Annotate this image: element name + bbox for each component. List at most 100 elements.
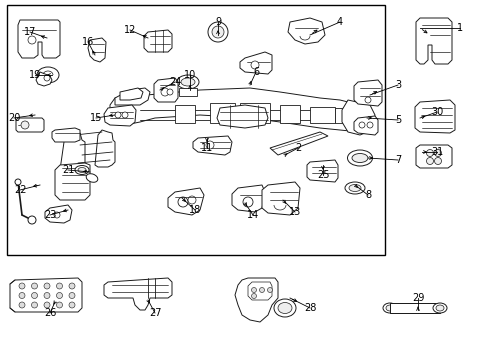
Circle shape (115, 112, 121, 118)
Polygon shape (288, 18, 325, 44)
Polygon shape (115, 88, 150, 105)
Circle shape (28, 216, 36, 224)
Polygon shape (262, 182, 300, 215)
Ellipse shape (349, 184, 361, 192)
Circle shape (251, 288, 256, 292)
Circle shape (56, 302, 63, 308)
Circle shape (161, 88, 169, 96)
Text: 15: 15 (90, 113, 102, 123)
Circle shape (206, 141, 214, 149)
Circle shape (426, 158, 434, 165)
Polygon shape (232, 185, 265, 212)
Text: 26: 26 (44, 308, 56, 318)
Polygon shape (270, 132, 328, 155)
Bar (179, 88, 197, 96)
Circle shape (178, 197, 188, 207)
Circle shape (19, 283, 25, 289)
Text: 8: 8 (365, 190, 371, 200)
Circle shape (167, 89, 173, 95)
Text: 31: 31 (431, 147, 443, 157)
Circle shape (251, 61, 259, 69)
Circle shape (44, 292, 50, 298)
Circle shape (243, 197, 253, 207)
Polygon shape (45, 205, 72, 223)
Polygon shape (10, 278, 82, 312)
Circle shape (365, 97, 371, 103)
Text: 14: 14 (247, 210, 259, 220)
Ellipse shape (433, 303, 447, 313)
Circle shape (367, 122, 373, 128)
Polygon shape (88, 38, 106, 62)
Text: 4: 4 (337, 17, 343, 27)
Polygon shape (154, 78, 178, 102)
Polygon shape (104, 278, 172, 310)
Circle shape (15, 179, 21, 185)
Bar (280, 105, 300, 123)
Ellipse shape (352, 153, 368, 162)
Circle shape (56, 292, 63, 298)
Text: 10: 10 (184, 70, 196, 80)
Polygon shape (120, 88, 143, 100)
Ellipse shape (278, 302, 292, 314)
Bar (7, 5, 385, 255)
Polygon shape (36, 72, 52, 86)
Circle shape (69, 302, 75, 308)
Circle shape (54, 212, 60, 218)
Polygon shape (144, 30, 172, 52)
Text: 30: 30 (431, 107, 443, 117)
Bar (210, 103, 235, 123)
Polygon shape (240, 52, 272, 74)
Polygon shape (110, 88, 372, 132)
Polygon shape (416, 18, 452, 64)
Text: 13: 13 (289, 207, 301, 217)
Circle shape (44, 283, 50, 289)
Ellipse shape (177, 75, 199, 89)
Circle shape (31, 292, 38, 298)
Polygon shape (248, 282, 272, 300)
Text: 11: 11 (201, 143, 213, 153)
Circle shape (31, 302, 38, 308)
Text: 6: 6 (253, 67, 259, 77)
Polygon shape (104, 105, 136, 126)
Bar (175, 105, 195, 123)
Circle shape (56, 283, 63, 289)
Circle shape (19, 302, 25, 308)
Polygon shape (168, 188, 204, 215)
Circle shape (435, 149, 441, 157)
Text: 25: 25 (317, 170, 329, 180)
Ellipse shape (75, 166, 89, 175)
Circle shape (212, 26, 224, 38)
Bar (310, 107, 335, 123)
Ellipse shape (347, 150, 372, 166)
Polygon shape (217, 105, 268, 128)
Polygon shape (16, 118, 44, 132)
Ellipse shape (86, 174, 98, 182)
Text: 9: 9 (215, 17, 221, 27)
Text: 20: 20 (8, 113, 20, 123)
Polygon shape (416, 145, 452, 168)
Ellipse shape (386, 305, 394, 311)
Text: 18: 18 (189, 205, 201, 215)
Text: 7: 7 (395, 155, 401, 165)
Polygon shape (307, 160, 338, 182)
Circle shape (251, 293, 256, 298)
Polygon shape (18, 20, 60, 58)
Circle shape (188, 196, 196, 204)
Polygon shape (354, 116, 378, 135)
Circle shape (19, 292, 25, 298)
Polygon shape (52, 128, 80, 142)
Bar (390, 303, 440, 313)
Text: 17: 17 (24, 27, 36, 37)
Circle shape (69, 283, 75, 289)
Text: 23: 23 (44, 210, 56, 220)
Ellipse shape (78, 167, 86, 172)
Circle shape (260, 288, 265, 292)
Ellipse shape (274, 299, 296, 317)
Polygon shape (95, 130, 115, 167)
Text: 22: 22 (14, 185, 26, 195)
Polygon shape (354, 80, 382, 106)
Polygon shape (235, 278, 278, 322)
Text: 2: 2 (295, 143, 301, 153)
Ellipse shape (181, 78, 195, 86)
Text: 1: 1 (457, 23, 463, 33)
